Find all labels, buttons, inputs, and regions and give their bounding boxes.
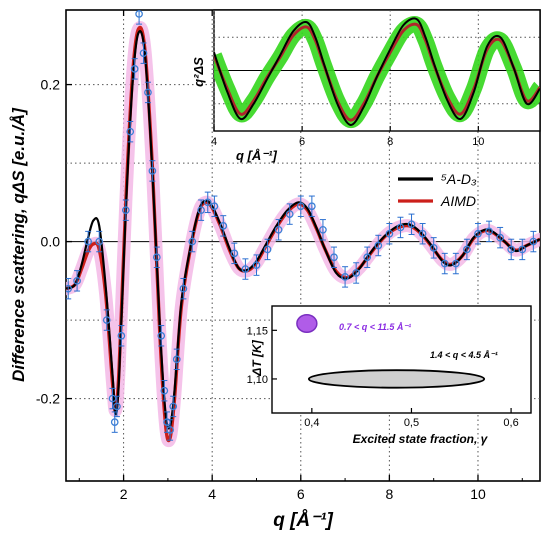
experiment-point-22 [172, 355, 181, 364]
bottom-inset-ticks: 0,4 0,5 0,6 1,10 1,15 [247, 325, 519, 429]
circle-region-label: 0.7 < q < 11.5 Å⁻¹ [339, 322, 411, 332]
experiment-point-0 [66, 284, 73, 293]
experiment-point-29 [230, 249, 239, 258]
experiment-point-18 [160, 386, 169, 395]
experiment-point-49 [451, 259, 460, 268]
bottom-x-tick-label-0: 0,4 [304, 417, 319, 429]
main-x-tick-label-2: 6 [297, 486, 305, 502]
experiment-point-5 [108, 394, 117, 403]
top-inset-line-5A-D3 [214, 17, 540, 126]
ellipse-region-marker [307, 369, 486, 389]
experiment-point-38 [330, 253, 338, 262]
experiment-point-11 [130, 65, 139, 73]
top-inset-y-axis-label: q²ΔS [191, 57, 206, 87]
top-x-tick-label-0: 4 [211, 136, 217, 148]
ellipse-region-label: 1.4 < q < 4.5 Å⁻¹ [430, 350, 498, 360]
experiment-point-16 [152, 253, 161, 262]
main-x-tick-label-0: 2 [120, 486, 128, 502]
experiment-point-53 [496, 233, 504, 242]
experiment-point-23 [179, 284, 188, 293]
circle-region-marker [296, 314, 318, 334]
experiment-point-51 [474, 229, 482, 238]
experiment-point-32 [263, 245, 272, 254]
experiment-point-44 [396, 223, 405, 232]
experiment-point-56 [529, 237, 538, 246]
top-x-tick-label-2: 8 [387, 136, 393, 148]
experiment-point-12 [135, 10, 143, 18]
main-x-tick-label-1: 4 [208, 486, 216, 502]
main-y-axis-label: Difference scattering, qΔS [e.u./Å] [9, 107, 28, 382]
experiment-point-20 [166, 426, 174, 434]
experiment-point-39 [341, 273, 349, 281]
experiment-point-10 [126, 127, 135, 136]
experiment-point-1 [73, 276, 81, 285]
bottom-y-tick-label-1: 1,15 [247, 325, 268, 337]
experiment-point-30 [241, 265, 250, 273]
main-series-group [66, 25, 540, 443]
main-x-tick-label-4: 10 [470, 486, 486, 502]
experiment-point-46 [418, 229, 427, 238]
top-x-tick-label-3: 10 [472, 136, 484, 148]
experiment-point-24 [188, 237, 197, 246]
experiment-point-6 [110, 418, 119, 426]
experiment-point-43 [385, 229, 394, 238]
top-inset-series-group [214, 17, 540, 126]
experiment-point-13 [139, 49, 148, 58]
legend-label-5A-D3: ⁵A-D₃ [441, 171, 477, 187]
experiment-point-31 [252, 261, 261, 269]
experiment-point-3 [95, 237, 104, 246]
experiment-point-54 [507, 245, 516, 254]
experiment-point-21 [169, 402, 178, 411]
main-y-tick-label-1: 0.0 [41, 234, 61, 250]
experiment-point-2 [84, 237, 92, 246]
experiment-point-41 [363, 253, 372, 262]
bottom-x-tick-label-1: 0,5 [404, 417, 419, 429]
experiment-point-28 [219, 222, 228, 230]
top-x-tick-label-1: 6 [299, 136, 305, 148]
top-inset-x-axis-label: q [Å⁻¹] [236, 148, 277, 163]
main-y-tick-label-0: -0.2 [36, 391, 60, 407]
experiment-point-47 [429, 244, 438, 252]
bottom-x-tick-label-2: 0,6 [503, 417, 518, 429]
experiment-point-8 [117, 331, 126, 340]
main-x-tick-label-3: 8 [385, 486, 393, 502]
experiment-point-33 [274, 225, 283, 234]
main-y-tick-label-2: 0.2 [41, 77, 61, 93]
experiment-point-7 [113, 402, 121, 411]
experiment-point-15 [148, 167, 157, 175]
experiment-point-17 [157, 331, 166, 340]
experiment-point-27 [210, 202, 219, 211]
experiment-point-37 [319, 225, 327, 234]
experiment-points-group [66, 10, 538, 441]
experiment-point-4 [102, 316, 111, 324]
experiment-point-45 [407, 220, 416, 229]
experiment-point-42 [374, 241, 383, 250]
experiment-point-25 [197, 206, 205, 215]
bottom-inset-x-axis-label: Excited state fraction, γ [353, 432, 489, 446]
experiment-point-26 [203, 198, 212, 207]
main-ticks: 2 4 6 8 10 -0.2 0.0 0.2 [36, 10, 523, 502]
experiment-point-14 [144, 88, 152, 97]
series-line-5A-D3 [66, 30, 540, 430]
experiment-point-55 [518, 245, 527, 254]
legend-label-AIMD: AIMD [440, 193, 476, 209]
experiment-point-48 [440, 259, 449, 268]
experiment-point-34 [285, 210, 294, 218]
bottom-inset-regions [296, 314, 486, 389]
bottom-inset-y-axis-label: ΔT [K] [250, 339, 264, 376]
bottom-y-tick-label-0: 1,10 [247, 374, 268, 386]
experiment-point-36 [308, 202, 316, 211]
experiment-point-9 [121, 206, 130, 215]
top-inset-ticks: 4 6 8 10 [211, 126, 484, 148]
experiment-point-50 [463, 245, 471, 254]
main-x-axis-label: q [Å⁻¹] [273, 510, 333, 531]
experiment-point-52 [485, 227, 493, 236]
experiment-point-40 [352, 269, 361, 277]
experiment-point-35 [296, 202, 305, 211]
legend: ⁵A-D₃ AIMD [398, 171, 477, 209]
